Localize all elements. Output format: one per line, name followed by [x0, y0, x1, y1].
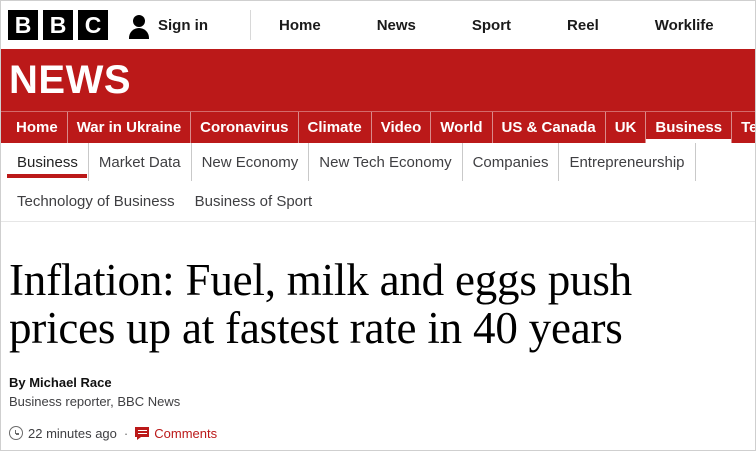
- page-title: Inflation: Fuel, milk and eggs push pric…: [9, 256, 747, 352]
- primary-nav-item-world[interactable]: World: [431, 112, 493, 143]
- primary-nav-item-climate[interactable]: Climate: [299, 112, 372, 143]
- primary-nav-item-uk[interactable]: UK: [606, 112, 647, 143]
- global-nav-links: Home News Sport Reel Worklife: [250, 10, 755, 40]
- secondary-nav-item-business[interactable]: Business: [7, 143, 89, 181]
- comments-link[interactable]: Comments: [135, 426, 217, 441]
- secondary-nav-item-business-of-sport[interactable]: Business of Sport: [194, 192, 313, 210]
- comment-bubble-icon: [135, 426, 150, 440]
- article-header: Inflation: Fuel, milk and eggs push pric…: [1, 222, 755, 441]
- global-navigation-bar: B B C Sign in Home News Sport Reel Workl…: [1, 1, 755, 49]
- primary-nav-item-us-canada[interactable]: US & Canada: [493, 112, 606, 143]
- primary-nav-item-home[interactable]: Home: [7, 112, 68, 143]
- byline: By Michael Race Business reporter, BBC N…: [9, 374, 747, 412]
- secondary-nav-item-technology-of-business[interactable]: Technology of Business: [17, 192, 175, 210]
- article-metadata: 22 minutes ago · Comments: [9, 426, 747, 441]
- global-nav-item-worklife[interactable]: Worklife: [654, 16, 714, 34]
- secondary-nav-item-new-tech-economy[interactable]: New Tech Economy: [309, 143, 463, 181]
- primary-nav-item-tech[interactable]: Tech: [741, 119, 755, 136]
- global-nav-item-sport[interactable]: Sport: [471, 16, 512, 34]
- global-nav-item-reel[interactable]: Reel: [567, 16, 599, 34]
- sign-in-label: Sign in: [158, 16, 208, 34]
- headline-line-1: Inflation: Fuel, milk and eggs push: [9, 255, 632, 305]
- byline-author: By Michael Race: [9, 375, 112, 391]
- person-icon: [128, 13, 150, 39]
- clock-icon: [9, 426, 23, 441]
- timestamp: 22 minutes ago: [28, 425, 117, 441]
- secondary-nav-item-entrepreneurship[interactable]: Entrepreneurship: [559, 143, 696, 181]
- bbc-logo-letter-2: B: [43, 10, 73, 40]
- secondary-nav-item-companies[interactable]: Companies: [463, 143, 560, 181]
- primary-navigation: Home War in Ukraine Coronavirus Climate …: [1, 111, 755, 143]
- metadata-separator: ·: [123, 425, 129, 441]
- global-nav-item-news[interactable]: News: [376, 16, 416, 34]
- comments-label: Comments: [154, 425, 218, 441]
- secondary-nav-item-market-data[interactable]: Market Data: [89, 143, 192, 181]
- headline-line-2: prices up at fastest rate in 40 years: [9, 303, 623, 354]
- global-nav-item-home[interactable]: Home: [279, 16, 321, 34]
- bbc-logo-letter-1: B: [8, 10, 38, 40]
- primary-nav-item-video[interactable]: Video: [372, 112, 432, 143]
- masthead-title[interactable]: NEWS: [9, 58, 131, 102]
- secondary-nav-item-new-economy[interactable]: New Economy: [192, 143, 310, 181]
- bbc-logo-letter-3: C: [78, 10, 108, 40]
- secondary-navigation: Business Market Data New Economy New Tec…: [1, 143, 755, 222]
- sign-in-button[interactable]: Sign in: [128, 13, 208, 39]
- primary-nav-item-business[interactable]: Business: [646, 112, 733, 143]
- primary-nav-item-coronavirus[interactable]: Coronavirus: [191, 112, 299, 143]
- bbc-logo[interactable]: B B C: [8, 10, 108, 40]
- primary-nav-item-war-in-ukraine[interactable]: War in Ukraine: [68, 112, 192, 143]
- news-masthead: NEWS: [1, 49, 755, 111]
- byline-role: Business reporter, BBC News: [9, 394, 181, 410]
